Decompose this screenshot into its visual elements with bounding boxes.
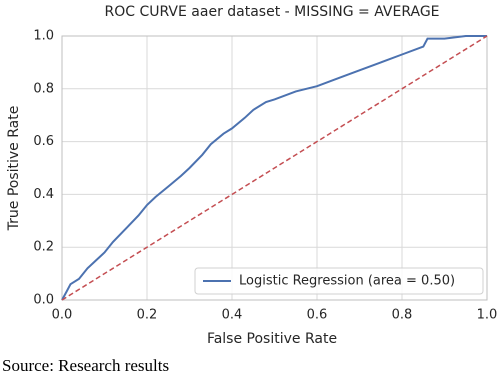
plot-frame <box>61 35 488 301</box>
y-tick-label: 0.2 <box>33 240 54 255</box>
legend-box <box>194 267 484 295</box>
x-tick-label: 1.0 <box>477 308 498 323</box>
caption: Source: Research results <box>2 356 169 375</box>
chart-title: ROC CURVE aaer dataset - MISSING = AVERA… <box>104 4 439 20</box>
y-axis-label: True Positive Rate <box>6 106 22 232</box>
x-axis-label: False Positive Rate <box>207 331 337 347</box>
x-tick-label: 0.2 <box>137 308 158 323</box>
y-tick-label: 0.6 <box>33 134 54 149</box>
line-series <box>61 35 488 301</box>
x-tick-label: 0.4 <box>222 308 243 323</box>
y-tick-label: 0.4 <box>33 187 54 202</box>
legend-label: Logistic Regression (area = 0.50) <box>239 274 455 289</box>
y-tick-label: 1.0 <box>33 29 54 44</box>
x-tick-label: 0.8 <box>392 308 413 323</box>
line-series <box>61 35 487 301</box>
y-tick-label: 0.0 <box>33 293 54 308</box>
y-tick-label: 0.8 <box>33 81 54 96</box>
x-tick-label: 0.0 <box>52 308 73 323</box>
x-tick-label: 0.6 <box>307 308 328 323</box>
